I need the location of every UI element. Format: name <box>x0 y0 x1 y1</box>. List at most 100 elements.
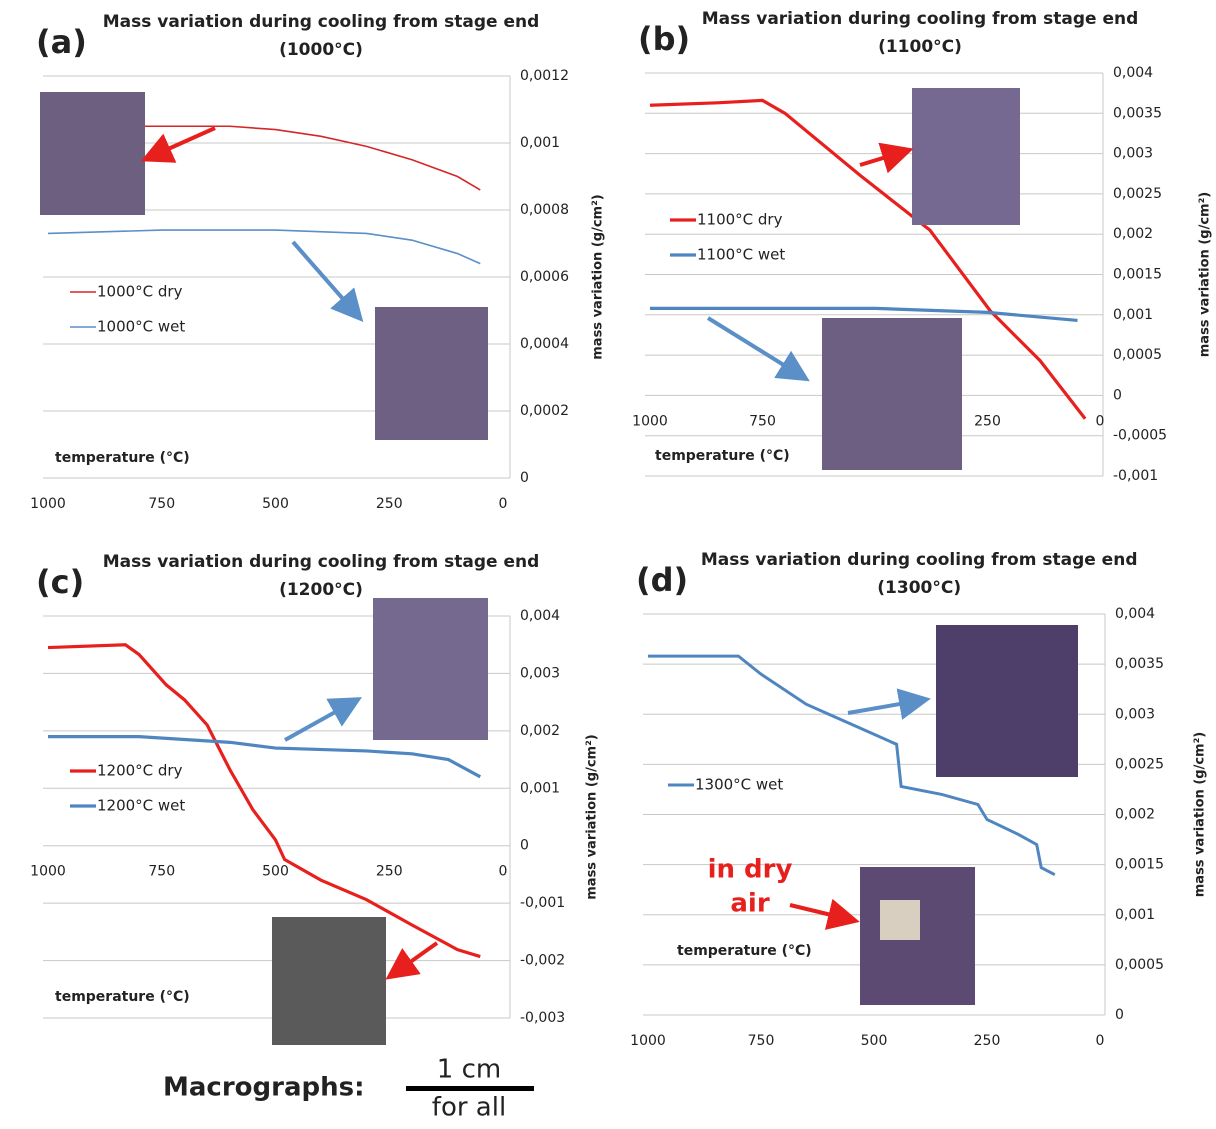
x-axis-label: temperature (°C) <box>55 989 190 1005</box>
series-line <box>47 229 481 265</box>
x-tick-label: 250 <box>376 496 403 512</box>
arrow <box>140 126 216 163</box>
panel-label: (d) <box>636 561 688 599</box>
series-line <box>648 654 1056 876</box>
y-tick-label: 0 <box>520 470 529 486</box>
y-tick-label: -0,001 <box>1113 468 1158 484</box>
chart-subtitle: (1300°C) <box>877 578 961 598</box>
y-tick-label: 0,0006 <box>520 269 569 285</box>
chart-title: Mass variation during cooling from stage… <box>103 12 540 32</box>
macrograph <box>375 307 488 440</box>
arrow <box>847 688 931 720</box>
y-tick-label: 0 <box>520 838 529 854</box>
arrow <box>284 697 362 742</box>
legend-label: 1200°C dry <box>97 762 183 780</box>
x-tick-label: 250 <box>974 413 1001 429</box>
macrographs <box>40 88 1078 1045</box>
series-line <box>48 735 482 779</box>
y-tick-label: 0,001 <box>520 135 560 151</box>
arrow <box>706 316 810 382</box>
y-tick-label: 0 <box>1113 387 1122 403</box>
x-tick-label: 0 <box>499 496 508 512</box>
macrograph <box>822 318 962 470</box>
arrow <box>789 898 860 930</box>
y-tick-label: 0 <box>1115 1007 1124 1023</box>
x-tick-label: 0 <box>1096 1033 1105 1049</box>
y-tick-label: -0,002 <box>520 953 565 969</box>
macrograph <box>936 625 1078 777</box>
legend-label: 1200°C wet <box>97 797 185 815</box>
annotation: air <box>730 889 769 919</box>
chart-title: Mass variation during cooling from stage… <box>701 550 1138 570</box>
x-tick-label: 1000 <box>30 496 66 512</box>
x-axis-label: temperature (°C) <box>55 450 190 466</box>
y-tick-label: -0,0005 <box>1113 428 1167 444</box>
y-tick-label: -0,003 <box>520 1010 565 1026</box>
y-axis-label: mass variation (g/cm²) <box>1193 732 1208 897</box>
y-tick-label: 0,002 <box>520 723 560 739</box>
chart-subtitle: (1200°C) <box>279 580 363 600</box>
legend-label: 1300°C wet <box>695 776 783 794</box>
series-line <box>650 306 1078 323</box>
y-tick-label: 0,001 <box>1115 907 1155 923</box>
y-tick-label: 0,001 <box>1113 307 1153 323</box>
scale-bar <box>406 1086 534 1091</box>
x-tick-label: 250 <box>974 1033 1001 1049</box>
scale-note: for all <box>432 1093 506 1123</box>
y-tick-label: 0,0025 <box>1115 756 1164 772</box>
series-line <box>48 125 481 191</box>
y-tick-label: 0,0002 <box>520 403 569 419</box>
x-tick-label: 500 <box>262 864 289 880</box>
x-tick-label: 500 <box>262 496 289 512</box>
spall <box>880 900 920 940</box>
y-axis-label: mass variation (g/cm²) <box>1198 192 1213 357</box>
panel-label: (b) <box>638 20 690 58</box>
arrow <box>859 142 914 174</box>
chart-subtitle: (1100°C) <box>878 37 962 57</box>
y-axis-label: mass variation (g/cm²) <box>591 194 606 359</box>
panel-label: (c) <box>36 563 84 601</box>
y-tick-label: -0,001 <box>520 895 565 911</box>
x-tick-label: 0 <box>1096 413 1105 429</box>
macrograph <box>912 88 1020 225</box>
macrograph <box>272 917 386 1045</box>
y-tick-label: 0,004 <box>1113 65 1153 81</box>
chart-title: Mass variation during cooling from stage… <box>103 552 540 572</box>
x-axis-label: temperature (°C) <box>655 448 790 464</box>
x-tick-label: 750 <box>749 413 776 429</box>
y-tick-label: 0,0012 <box>520 68 569 84</box>
series-line <box>47 643 481 959</box>
footer-label: Macrographs: <box>163 1073 365 1103</box>
legend-label: 1100°C dry <box>697 211 783 229</box>
chart-subtitle: (1000°C) <box>279 40 363 60</box>
y-tick-label: 0,003 <box>1115 706 1155 722</box>
y-tick-label: 0,004 <box>1115 606 1155 622</box>
x-tick-label: 250 <box>376 864 403 880</box>
legend-label: 1100°C wet <box>697 246 785 264</box>
x-axis-label: temperature (°C) <box>677 943 812 959</box>
arrow <box>385 941 439 980</box>
x-tick-label: 1000 <box>630 1033 666 1049</box>
y-tick-label: 0,0015 <box>1115 857 1164 873</box>
x-tick-label: 750 <box>148 496 175 512</box>
macrograph <box>40 92 145 215</box>
y-tick-label: 0,0035 <box>1113 105 1162 121</box>
series-line <box>649 98 1087 420</box>
y-tick-label: 0,003 <box>520 665 560 681</box>
arrows <box>140 126 931 980</box>
scale-label: 1 cm <box>437 1055 501 1085</box>
y-tick-label: 0,0025 <box>1113 186 1162 202</box>
x-tick-label: 0 <box>499 864 508 880</box>
y-tick-label: 0,0008 <box>520 202 569 218</box>
legend-label: 1000°C dry <box>97 283 183 301</box>
arrow <box>291 240 364 323</box>
y-tick-label: 0,002 <box>1113 226 1153 242</box>
y-tick-label: 0,0015 <box>1113 267 1162 283</box>
x-tick-label: 1000 <box>30 864 66 880</box>
y-tick-label: 0,002 <box>1115 807 1155 823</box>
x-tick-label: 500 <box>861 1033 888 1049</box>
y-tick-label: 0,0035 <box>1115 656 1164 672</box>
panel-label: (a) <box>36 23 87 61</box>
x-tick-label: 750 <box>748 1033 775 1049</box>
